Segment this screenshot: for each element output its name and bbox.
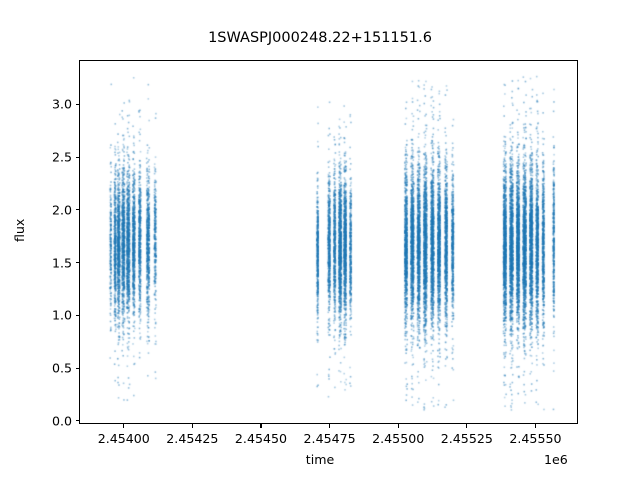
y-tick-mark xyxy=(75,209,79,211)
page-title: 1SWASPJ000248.22+151151.6 xyxy=(208,30,432,46)
x-tick-mark xyxy=(397,424,399,428)
x-tick-label: 2.45450 xyxy=(234,431,288,446)
plot-axes-area xyxy=(79,60,578,424)
y-tick-label: 1.0 xyxy=(51,307,72,323)
x-tick-label: 2.45425 xyxy=(166,431,219,446)
y-tick-mark xyxy=(75,103,79,105)
x-axis-label: time xyxy=(305,452,335,467)
y-tick-label: 0.5 xyxy=(51,360,72,376)
y-tick-mark xyxy=(75,420,79,422)
y-tick-label: 2.5 xyxy=(51,149,72,165)
y-tick-label: 1.5 xyxy=(51,255,72,271)
x-axis-offset-label: 1e6 xyxy=(544,452,568,467)
x-tick-mark xyxy=(191,424,193,428)
scatter-plot-canvas xyxy=(80,61,577,423)
x-tick-label: 2.45525 xyxy=(440,431,493,446)
y-tick-label: 2.0 xyxy=(51,202,72,218)
x-tick-label: 2.45500 xyxy=(372,431,425,446)
y-tick-mark xyxy=(75,156,79,158)
x-tick-mark xyxy=(466,424,468,428)
x-tick-label: 2.45550 xyxy=(509,431,562,446)
y-tick-mark xyxy=(75,314,79,316)
x-tick-label: 2.45400 xyxy=(97,431,150,446)
y-tick-label: 0.0 xyxy=(51,413,72,429)
x-tick-mark xyxy=(123,424,125,428)
x-tick-label: 2.45475 xyxy=(303,431,356,446)
x-tick-mark xyxy=(534,424,536,428)
y-tick-label: 3.0 xyxy=(51,96,72,112)
y-tick-mark xyxy=(75,262,79,264)
x-tick-mark xyxy=(260,424,262,428)
y-tick-mark xyxy=(75,367,79,369)
y-axis-label: flux xyxy=(12,218,27,242)
x-tick-mark xyxy=(329,424,331,428)
